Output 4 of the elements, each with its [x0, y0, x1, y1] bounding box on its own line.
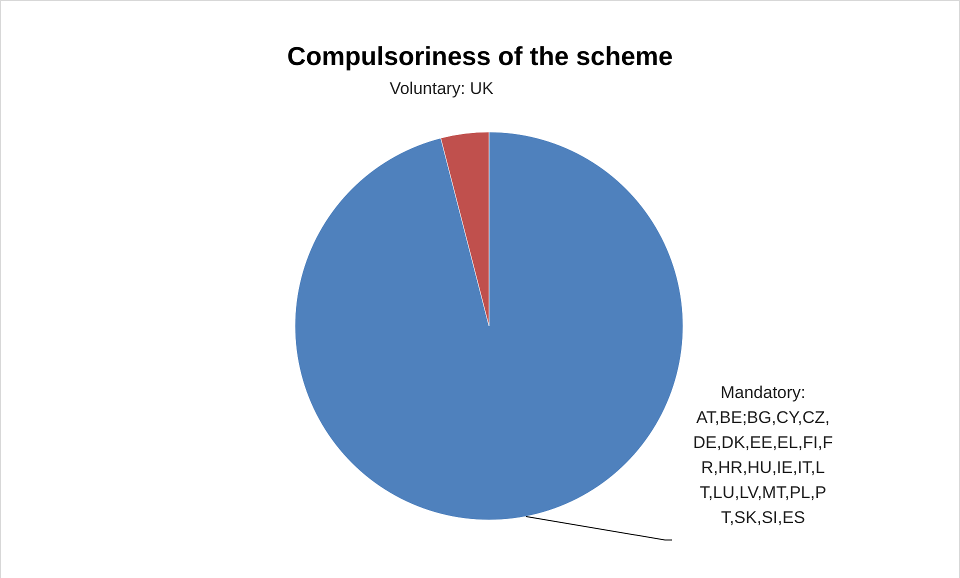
slice-label: Mandatory: AT,BE;BG,CY,CZ,DE,DK,EE,EL,FI,FR,HR,HU,IE,IT,LT,LU,LV,MT,PL,PT,SK,SI,ES [693, 383, 833, 527]
chart-title: Compulsoriness of the scheme [287, 41, 673, 71]
slice-label: Voluntary: UK [390, 78, 494, 98]
pie-slice [294, 132, 684, 520]
